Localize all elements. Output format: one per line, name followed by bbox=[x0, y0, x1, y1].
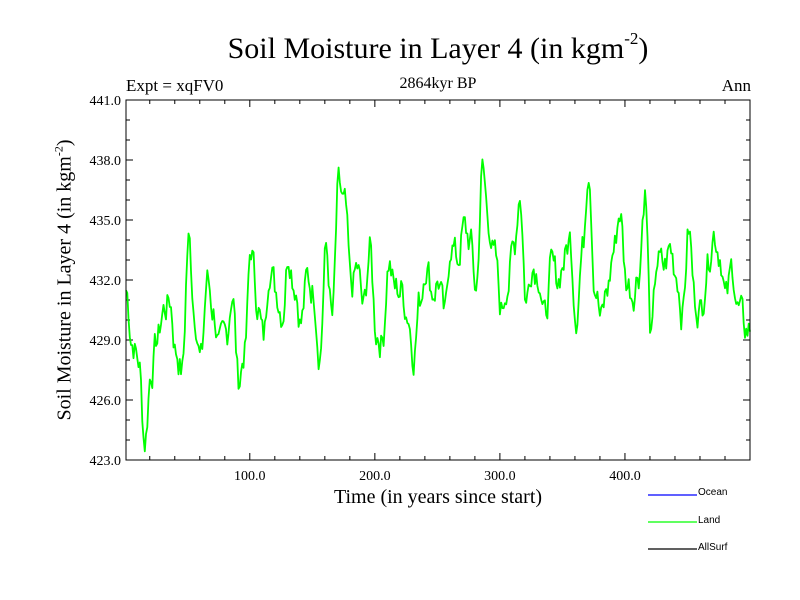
series-line-land bbox=[125, 158, 751, 453]
y-tick-label: 423.0 bbox=[90, 454, 122, 469]
legend-label-allsurf: AllSurf bbox=[698, 542, 728, 553]
chart-title: Soil Moisture in Layer 4 (in kgm-2) bbox=[227, 29, 649, 65]
x-axis-label: Time (in years since start) bbox=[333, 486, 543, 508]
x-tick-label: 300.0 bbox=[484, 469, 516, 484]
y-tick-label: 441.0 bbox=[90, 94, 122, 109]
y-axis-label: Soil Moisture in Layer 4 (in kgm-2) bbox=[51, 139, 76, 421]
y-tick-label: 435.0 bbox=[90, 214, 122, 229]
x-tick-label: 200.0 bbox=[359, 469, 391, 484]
series-group bbox=[125, 158, 751, 453]
season-label: Ann bbox=[721, 76, 751, 95]
legend-label-ocean: Ocean bbox=[698, 487, 728, 498]
experiment-label: Expt = xqFV0 bbox=[126, 76, 224, 95]
y-tick-label: 432.0 bbox=[90, 274, 122, 289]
y-tick-label: 426.0 bbox=[90, 394, 122, 409]
tick-labels: 423.0 426.0 429.0 432.0 435.0 438.0 441.0 100.0… bbox=[90, 94, 641, 484]
y-tick-label: 438.0 bbox=[90, 154, 122, 169]
x-tick-label: 100.0 bbox=[234, 469, 266, 484]
y-tick-label: 429.0 bbox=[90, 334, 122, 349]
x-tick-label: 400.0 bbox=[609, 469, 641, 484]
axis-ticks bbox=[126, 99, 750, 461]
plot-frame bbox=[125, 99, 751, 461]
legend bbox=[648, 494, 697, 550]
legend-label-land: Land bbox=[698, 515, 721, 526]
chart-subtitle: 2864kyr BP bbox=[399, 75, 477, 92]
